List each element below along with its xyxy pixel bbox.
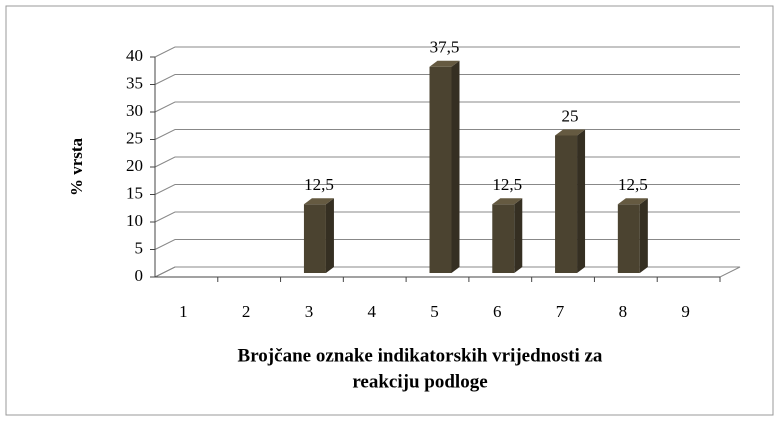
value-label: 37,5 — [430, 38, 460, 57]
x-tick-label: 6 — [493, 302, 502, 321]
x-tick-label: 4 — [367, 302, 376, 321]
bar-top — [303, 198, 334, 205]
x-axis-label: reakciju podloge — [352, 371, 487, 392]
y-tick-label: 15 — [126, 183, 143, 202]
y-tick-label: 20 — [126, 156, 143, 175]
bar — [492, 204, 515, 273]
grid-line — [154, 239, 740, 250]
x-tick-label: 8 — [619, 302, 628, 321]
x-tick-label: 2 — [242, 302, 251, 321]
y-tick-label: 30 — [126, 101, 143, 120]
y-tick-label: 25 — [126, 128, 143, 147]
bar-side — [451, 60, 460, 273]
grid-line — [154, 266, 740, 278]
y-tick-label: 5 — [135, 238, 144, 257]
bar-top — [617, 198, 648, 205]
y-tick-label: 0 — [135, 266, 144, 285]
y-tick-label: 35 — [126, 73, 143, 92]
grid-line — [154, 129, 740, 140]
grid-line — [154, 101, 740, 113]
bar — [429, 66, 452, 273]
x-tick-label: 9 — [681, 302, 690, 321]
grid-line — [154, 184, 740, 195]
x-tick-label: 7 — [556, 302, 565, 321]
value-label: 12,5 — [618, 175, 648, 194]
value-label: 12,5 — [492, 175, 522, 194]
y-tick-label: 40 — [126, 46, 143, 65]
value-label: 12,5 — [304, 175, 334, 194]
bar-side — [325, 198, 334, 273]
x-tick-label: 1 — [179, 302, 188, 321]
y-axis-label: % vrsta — [67, 137, 86, 196]
bar — [303, 204, 326, 273]
grid-line — [154, 46, 740, 58]
grid-line — [154, 74, 740, 85]
x-tick-label: 5 — [430, 302, 439, 321]
grid-line — [154, 156, 740, 168]
bar-side — [514, 198, 523, 273]
bar-top — [429, 60, 460, 67]
grid-line — [154, 211, 740, 223]
value-label: 25 — [562, 106, 579, 125]
bar — [555, 135, 578, 273]
x-axis-label: Brojčane oznake indikatorskih vrijednost… — [238, 345, 603, 366]
bar — [617, 204, 640, 273]
y-tick-label: 10 — [126, 211, 143, 230]
bar-top — [555, 129, 586, 136]
x-tick-label: 3 — [305, 302, 314, 321]
bar-top — [492, 198, 523, 205]
bar-side — [639, 198, 648, 273]
bar-side — [577, 129, 586, 273]
